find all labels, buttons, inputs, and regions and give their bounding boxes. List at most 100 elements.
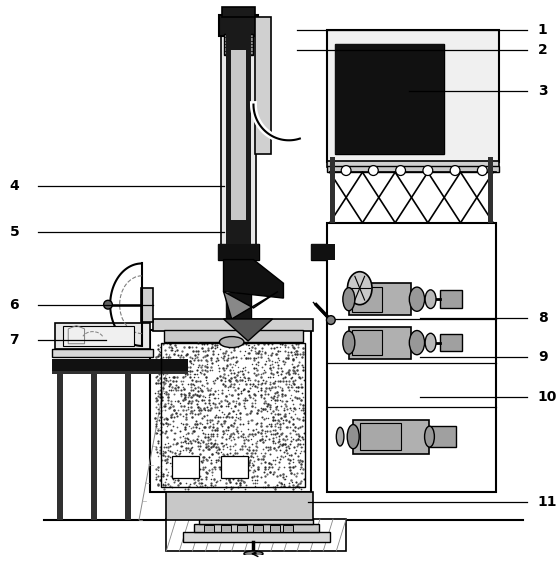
- Point: [269, 412, 277, 421]
- Point: [259, 438, 267, 447]
- Point: [292, 365, 301, 374]
- Point: [249, 468, 257, 477]
- Point: [282, 379, 291, 388]
- Point: [258, 379, 267, 388]
- Point: [159, 339, 168, 348]
- Bar: [166, 519, 346, 551]
- Point: [274, 435, 283, 444]
- Point: [156, 353, 165, 362]
- Point: [151, 421, 160, 430]
- Text: 4: 4: [9, 179, 19, 193]
- Point: [224, 422, 233, 431]
- Point: [289, 376, 297, 385]
- Point: [258, 405, 267, 414]
- Point: [244, 416, 252, 425]
- Bar: [231, 49, 246, 220]
- Point: [216, 448, 225, 457]
- Point: [175, 367, 184, 376]
- Point: [154, 416, 163, 425]
- Point: [248, 458, 257, 467]
- Point: [206, 432, 215, 441]
- Point: [163, 376, 172, 385]
- Point: [294, 455, 303, 464]
- Point: [168, 410, 177, 419]
- Point: [272, 452, 281, 461]
- Point: [217, 472, 226, 481]
- Point: [292, 413, 301, 422]
- Point: [266, 364, 275, 373]
- Point: [198, 458, 207, 467]
- Bar: [57, 373, 63, 519]
- Point: [161, 374, 170, 383]
- Point: [168, 346, 177, 355]
- Point: [281, 402, 290, 411]
- Text: 6: 6: [9, 298, 19, 312]
- Point: [295, 465, 304, 473]
- Point: [239, 439, 248, 448]
- Point: [201, 362, 210, 371]
- Point: [203, 482, 212, 491]
- Point: [284, 454, 293, 463]
- Point: [257, 473, 266, 482]
- Point: [151, 356, 160, 365]
- Point: [220, 465, 229, 473]
- Point: [257, 422, 266, 431]
- Point: [200, 340, 209, 349]
- Point: [186, 408, 195, 417]
- Point: [246, 448, 255, 457]
- Point: [200, 347, 209, 356]
- Point: [183, 399, 192, 408]
- Point: [299, 403, 308, 412]
- Point: [160, 415, 169, 424]
- Point: [225, 399, 234, 408]
- Point: [219, 349, 227, 358]
- Point: [181, 438, 190, 447]
- Point: [211, 387, 220, 396]
- Point: [195, 406, 203, 415]
- Point: [249, 432, 257, 441]
- Point: [294, 430, 302, 439]
- Point: [236, 413, 245, 422]
- Point: [176, 433, 185, 442]
- Point: [281, 397, 290, 406]
- Point: [183, 485, 192, 494]
- Point: [195, 390, 204, 399]
- Point: [175, 468, 184, 477]
- Bar: [222, 7, 255, 17]
- Point: [187, 379, 196, 388]
- Point: [175, 452, 184, 461]
- Point: [282, 435, 291, 444]
- Point: [289, 369, 297, 378]
- Point: [281, 445, 290, 454]
- Bar: [237, 525, 247, 532]
- Point: [205, 400, 214, 409]
- Point: [197, 396, 206, 404]
- Point: [239, 466, 248, 475]
- Point: [276, 413, 285, 422]
- Point: [180, 385, 188, 394]
- Point: [202, 443, 211, 452]
- Bar: [54, 323, 150, 349]
- Point: [293, 452, 302, 461]
- Point: [259, 398, 268, 407]
- Point: [239, 396, 247, 405]
- Point: [231, 398, 240, 407]
- Point: [167, 383, 176, 392]
- Point: [179, 402, 188, 411]
- Point: [223, 353, 232, 362]
- Point: [187, 429, 196, 438]
- Point: [206, 479, 215, 488]
- Point: [245, 341, 254, 350]
- Point: [264, 462, 273, 471]
- Point: [226, 482, 235, 491]
- Point: [291, 423, 300, 432]
- Point: [194, 478, 203, 487]
- Point: [196, 481, 205, 490]
- Point: [290, 449, 299, 458]
- Bar: [284, 525, 293, 532]
- Point: [260, 426, 269, 435]
- Point: [295, 482, 304, 491]
- Point: [173, 373, 182, 381]
- Point: [269, 394, 277, 403]
- Point: [281, 415, 290, 424]
